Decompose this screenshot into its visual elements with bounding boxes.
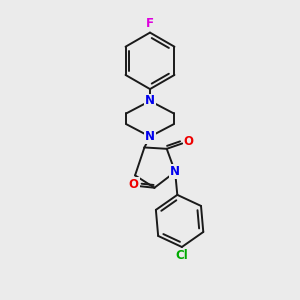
Text: N: N: [170, 165, 180, 178]
Text: F: F: [146, 17, 154, 30]
Text: Cl: Cl: [176, 249, 188, 262]
Text: N: N: [145, 94, 155, 107]
Text: N: N: [145, 130, 155, 143]
Text: O: O: [129, 178, 139, 191]
Text: O: O: [184, 136, 194, 148]
